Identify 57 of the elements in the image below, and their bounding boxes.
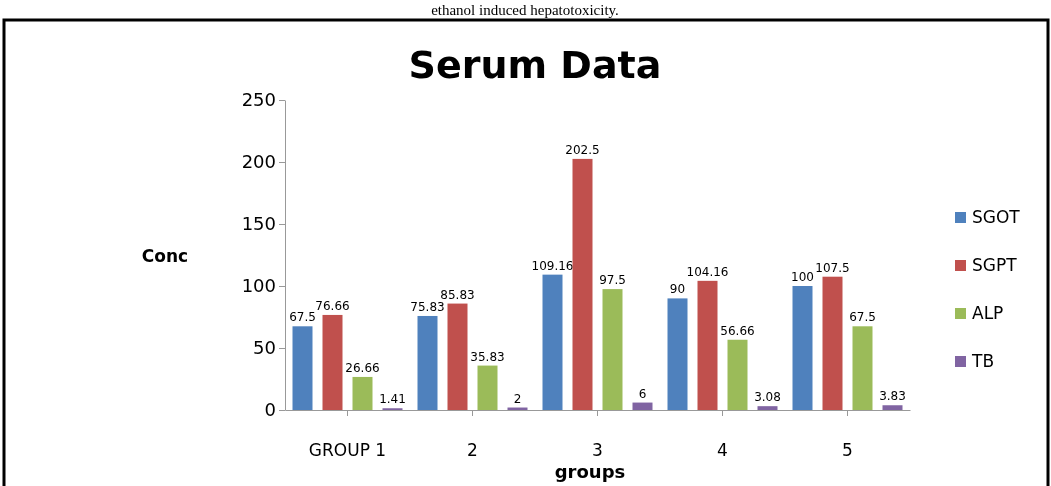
x-tick-label: 5: [842, 440, 853, 461]
legend-label: SGOT: [972, 207, 1021, 227]
data-label: 100: [791, 270, 814, 284]
bar: [727, 339, 748, 410]
legend-label: SGPT: [972, 255, 1018, 275]
data-label: 85.83: [440, 287, 475, 302]
y-tick-label: 50: [253, 337, 276, 359]
data-label: 76.66: [315, 298, 350, 313]
data-label: 1.41: [379, 392, 406, 407]
data-label: 202.5: [565, 142, 600, 157]
bar: [697, 280, 718, 410]
bar: [667, 298, 688, 410]
text: ethanol induced hepatotoxicity.: [431, 2, 619, 18]
x-tick-label: 2: [467, 440, 478, 461]
data-label: 6: [638, 386, 647, 401]
x-tick-label: 4: [717, 440, 728, 461]
y-tick-label: 250: [241, 89, 276, 111]
bar: [417, 315, 438, 410]
data-label: 109.16: [531, 258, 574, 273]
data-label: 75.83: [410, 299, 445, 314]
data-label: 90: [669, 282, 686, 297]
bar: [542, 274, 563, 410]
x-tick-label: GROUP 1: [308, 440, 387, 461]
bar: [757, 406, 778, 410]
data-label: 3.83: [879, 389, 906, 404]
y-tick-label: 0: [264, 399, 276, 421]
bar: [572, 158, 593, 410]
legend-label: TB: [971, 351, 995, 371]
data-label: 104.16: [686, 264, 729, 279]
y-tick-label: 150: [241, 213, 276, 235]
chart-title: Serum Data: [408, 43, 662, 87]
data-label: 67.5: [849, 310, 876, 325]
bar: [792, 286, 813, 410]
x-axis-title: groups: [554, 461, 626, 482]
data-label: 107.5: [815, 260, 850, 275]
y-tick-label: 100: [241, 275, 276, 297]
data-label: 35.83: [470, 349, 505, 364]
data-label: 26.66: [345, 360, 380, 375]
bar: [447, 303, 468, 410]
bar: [292, 326, 313, 410]
bar: [602, 289, 623, 410]
bar: [352, 376, 373, 410]
bar: [322, 314, 343, 410]
data-label: 2: [513, 391, 522, 406]
data-label: 67.5: [289, 310, 316, 325]
bar: [632, 402, 653, 410]
data-label: 97.5: [599, 273, 626, 288]
x-tick-label: 3: [592, 440, 603, 461]
bar: [852, 326, 873, 410]
legend-label: ALP: [972, 303, 1004, 323]
y-tick-label: 200: [241, 151, 276, 173]
y-axis-title: Conc: [141, 246, 189, 266]
bar: [822, 276, 843, 410]
bar: [882, 405, 903, 410]
bar: [477, 365, 498, 410]
data-label: 56.66: [720, 323, 755, 338]
data-label: 3.08: [754, 390, 781, 405]
